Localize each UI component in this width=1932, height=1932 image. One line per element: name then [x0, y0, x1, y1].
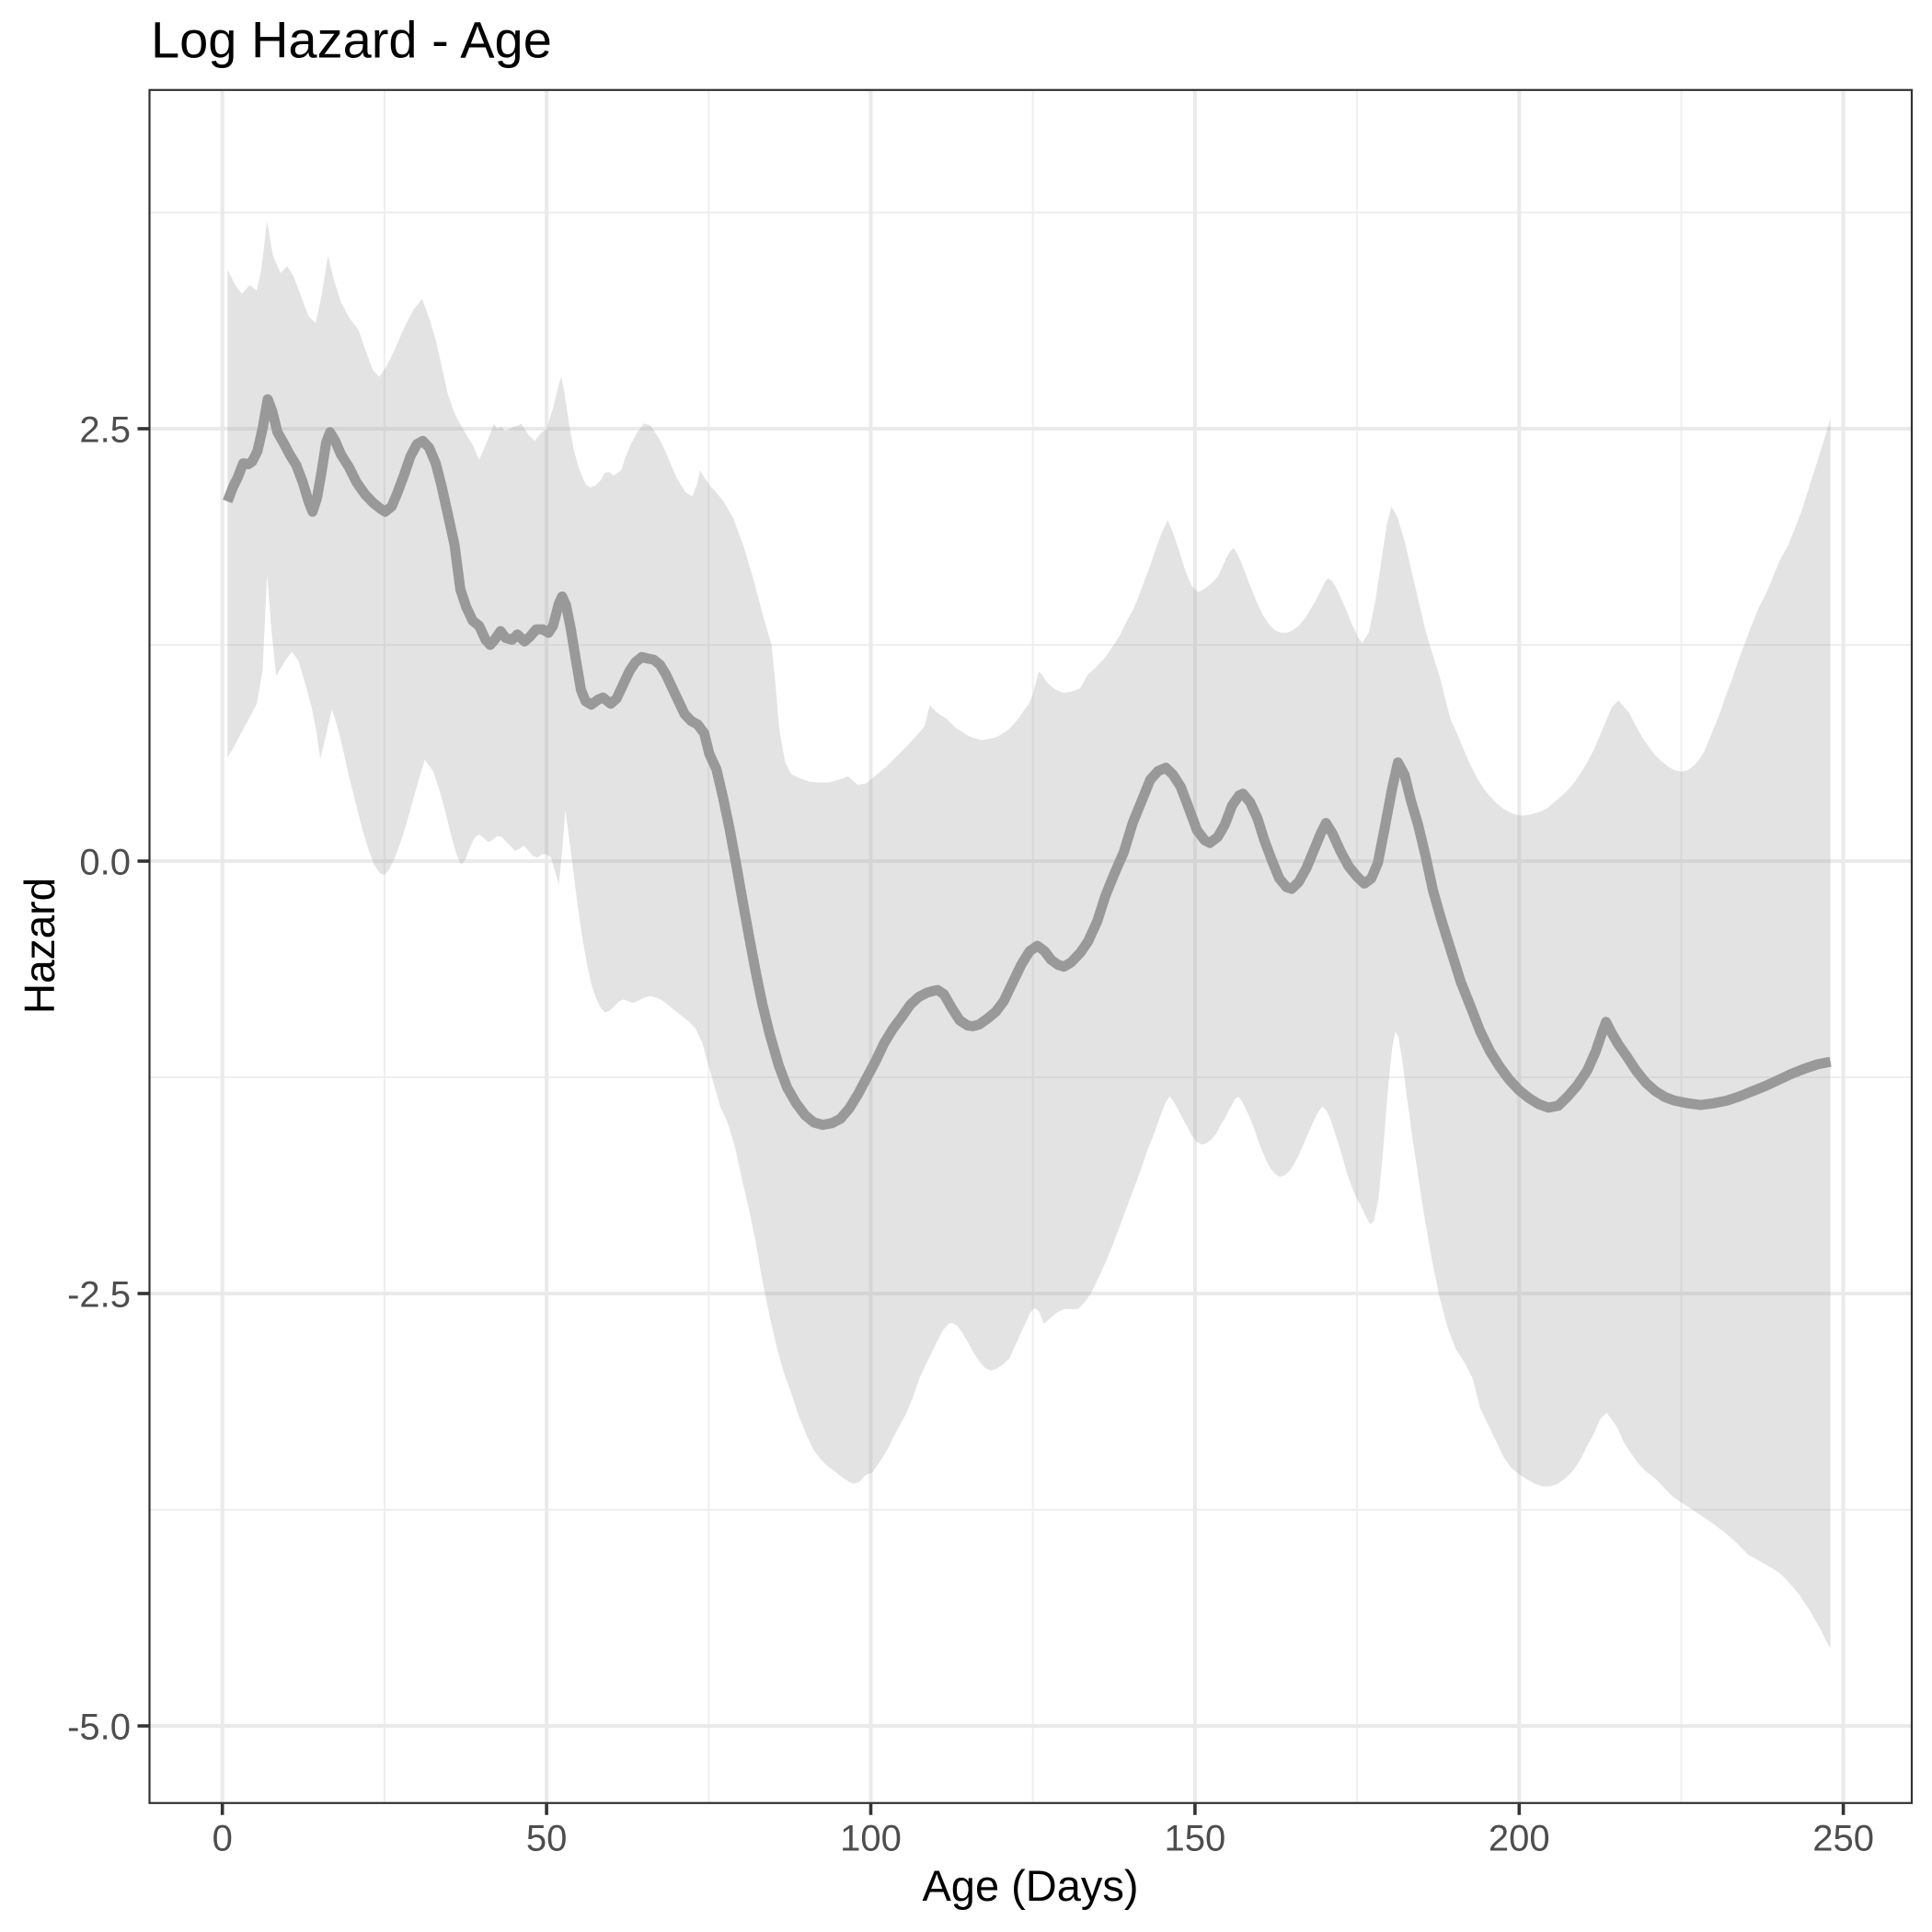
svg-text:2.5: 2.5 [79, 410, 131, 451]
svg-text:0.0: 0.0 [79, 843, 131, 883]
svg-text:150: 150 [1165, 1819, 1226, 1859]
svg-text:250: 250 [1812, 1819, 1874, 1859]
svg-text:Hazard: Hazard [16, 878, 63, 1014]
svg-text:200: 200 [1489, 1819, 1550, 1859]
svg-text:50: 50 [526, 1819, 568, 1859]
svg-text:0: 0 [213, 1819, 233, 1859]
svg-text:Log Hazard - Age: Log Hazard - Age [151, 11, 552, 69]
svg-text:-2.5: -2.5 [67, 1275, 131, 1316]
svg-text:-5.0: -5.0 [67, 1708, 131, 1748]
svg-text:Age (Days): Age (Days) [922, 1861, 1138, 1910]
svg-text:100: 100 [840, 1819, 902, 1859]
